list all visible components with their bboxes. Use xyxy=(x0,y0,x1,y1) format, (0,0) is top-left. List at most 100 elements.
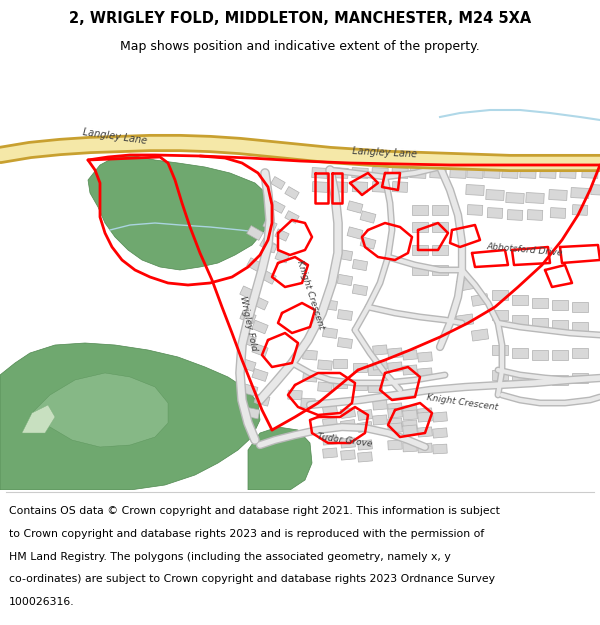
Polygon shape xyxy=(323,448,337,458)
Polygon shape xyxy=(457,314,473,326)
Text: 2, WRIGLEY FOLD, MIDDLETON, MANCHESTER, M24 5XA: 2, WRIGLEY FOLD, MIDDLETON, MANCHESTER, … xyxy=(69,11,531,26)
Polygon shape xyxy=(247,258,263,272)
Polygon shape xyxy=(358,409,373,421)
Polygon shape xyxy=(372,168,388,178)
Polygon shape xyxy=(260,238,277,252)
Polygon shape xyxy=(323,435,337,445)
Polygon shape xyxy=(22,405,55,433)
Polygon shape xyxy=(373,415,388,425)
Polygon shape xyxy=(312,182,328,192)
Polygon shape xyxy=(352,284,368,296)
Polygon shape xyxy=(433,444,447,454)
Polygon shape xyxy=(388,418,403,428)
Polygon shape xyxy=(288,390,302,400)
Polygon shape xyxy=(572,204,588,216)
Polygon shape xyxy=(552,350,568,360)
Polygon shape xyxy=(368,382,382,391)
Polygon shape xyxy=(240,359,256,371)
Polygon shape xyxy=(252,369,268,381)
Polygon shape xyxy=(506,192,524,204)
Polygon shape xyxy=(403,350,418,360)
Polygon shape xyxy=(372,182,388,192)
Polygon shape xyxy=(260,270,276,284)
Polygon shape xyxy=(388,408,403,418)
Polygon shape xyxy=(275,229,289,241)
Polygon shape xyxy=(540,168,556,178)
Polygon shape xyxy=(337,274,353,286)
Polygon shape xyxy=(403,442,417,452)
Polygon shape xyxy=(512,295,528,305)
Polygon shape xyxy=(352,259,368,271)
Polygon shape xyxy=(472,329,488,341)
Polygon shape xyxy=(484,168,500,178)
Polygon shape xyxy=(337,309,353,321)
Polygon shape xyxy=(247,226,263,241)
Polygon shape xyxy=(392,168,408,178)
Polygon shape xyxy=(252,296,268,310)
Polygon shape xyxy=(467,168,483,178)
Polygon shape xyxy=(552,320,568,330)
Polygon shape xyxy=(549,189,567,201)
Polygon shape xyxy=(492,345,508,355)
Polygon shape xyxy=(347,227,363,239)
Polygon shape xyxy=(358,422,373,432)
Polygon shape xyxy=(240,286,256,300)
Polygon shape xyxy=(418,427,433,437)
Polygon shape xyxy=(418,368,433,378)
Polygon shape xyxy=(244,407,260,419)
Polygon shape xyxy=(560,168,576,178)
Polygon shape xyxy=(353,381,367,389)
Polygon shape xyxy=(254,394,270,406)
Polygon shape xyxy=(572,302,588,312)
Polygon shape xyxy=(301,398,315,408)
Polygon shape xyxy=(388,403,403,413)
Polygon shape xyxy=(432,205,448,215)
Polygon shape xyxy=(360,237,376,249)
Text: Langley Lane: Langley Lane xyxy=(352,146,418,160)
Polygon shape xyxy=(572,373,588,383)
Polygon shape xyxy=(271,176,285,189)
Polygon shape xyxy=(430,168,446,178)
Text: Map shows position and indicative extent of the property.: Map shows position and indicative extent… xyxy=(120,39,480,52)
Polygon shape xyxy=(412,222,428,232)
Polygon shape xyxy=(0,343,260,490)
Polygon shape xyxy=(412,205,428,215)
Polygon shape xyxy=(502,168,518,178)
Polygon shape xyxy=(333,379,347,388)
Polygon shape xyxy=(467,204,483,216)
Polygon shape xyxy=(317,360,332,370)
Polygon shape xyxy=(486,189,504,201)
Polygon shape xyxy=(532,350,548,360)
Polygon shape xyxy=(285,211,299,223)
Polygon shape xyxy=(30,373,168,447)
Polygon shape xyxy=(322,418,338,428)
Polygon shape xyxy=(512,315,528,325)
Polygon shape xyxy=(392,182,408,192)
Polygon shape xyxy=(552,300,568,310)
Polygon shape xyxy=(591,184,600,196)
Polygon shape xyxy=(582,168,598,178)
Polygon shape xyxy=(532,375,548,385)
Text: Wrigley Fold: Wrigley Fold xyxy=(238,295,258,351)
Polygon shape xyxy=(432,265,448,275)
Polygon shape xyxy=(492,370,508,380)
Polygon shape xyxy=(317,382,332,392)
Text: HM Land Registry. The polygons (including the associated geometry, namely x, y: HM Land Registry. The polygons (includin… xyxy=(9,551,451,561)
Text: 100026316.: 100026316. xyxy=(9,597,74,607)
Polygon shape xyxy=(403,410,418,420)
Polygon shape xyxy=(340,408,356,418)
Polygon shape xyxy=(252,343,268,357)
Text: Abbotsford Drive: Abbotsford Drive xyxy=(487,242,563,258)
Polygon shape xyxy=(341,450,355,460)
Polygon shape xyxy=(263,241,277,253)
Text: Tudor Grove: Tudor Grove xyxy=(317,432,373,448)
Polygon shape xyxy=(352,168,368,178)
Polygon shape xyxy=(388,362,403,372)
Polygon shape xyxy=(471,294,489,306)
Polygon shape xyxy=(322,404,338,416)
Polygon shape xyxy=(418,352,433,362)
Polygon shape xyxy=(403,420,418,430)
Polygon shape xyxy=(242,384,258,396)
Polygon shape xyxy=(532,298,548,308)
Polygon shape xyxy=(263,219,277,231)
